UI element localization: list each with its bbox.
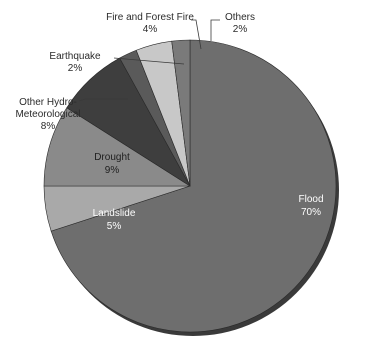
slice-label-drought: Drought	[94, 152, 130, 163]
pie-slice-others	[171, 39, 191, 187]
slice-label-other-hydro-meteorological-line-1: Other Hydro-	[19, 97, 77, 108]
slice-label-other-hydro-meteorological-line-2: Meteorological	[15, 109, 80, 120]
slice-label-landslide: Landslide	[93, 208, 136, 219]
slice-label-fire-and-forest-fire: Fire and Forest Fire	[106, 12, 194, 23]
pie-slice-flood	[50, 39, 337, 333]
slice-value-earthquake: 2%	[68, 63, 83, 74]
pie-slices	[43, 39, 337, 333]
leader-line-others	[210, 19, 220, 41]
slice-value-other-hydro-meteorological: 8%	[41, 121, 56, 132]
slice-value-drought: 9%	[105, 165, 120, 176]
leader-line-fire-and-forest-fire	[191, 19, 202, 50]
slice-value-flood: 70%	[301, 207, 321, 218]
slice-value-fire-and-forest-fire: 4%	[143, 24, 158, 35]
slice-label-others: Others	[225, 12, 255, 23]
leader-lines	[78, 19, 220, 102]
slice-label-flood: Flood	[298, 194, 323, 205]
slice-value-landslide: 5%	[107, 221, 122, 232]
leader-line-other-hydro-meteorological	[78, 98, 128, 102]
slice-label-earthquake: Earthquake	[49, 51, 101, 62]
slice-value-others: 2%	[233, 24, 248, 35]
leader-line-earthquake	[113, 57, 185, 65]
pie-slice-drought	[43, 107, 192, 187]
slice-labels: Flood 70% Landslide 5% Drought 9% Other Hydro-…	[15, 12, 323, 232]
